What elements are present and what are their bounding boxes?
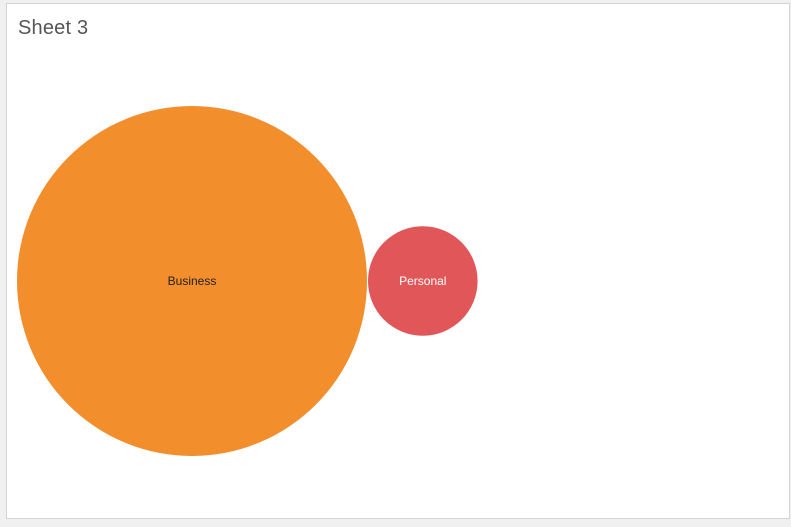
bubble-personal[interactable] xyxy=(368,226,478,336)
bubble-label-personal: Personal xyxy=(399,274,446,288)
sheet-title: Sheet 3 xyxy=(18,17,89,39)
bubble-label-business: Business xyxy=(168,274,217,288)
bubble-business[interactable] xyxy=(17,106,367,456)
worksheet: Sheet 3 Business Personal xyxy=(6,3,790,519)
bubble-chart: Business Personal xyxy=(17,106,478,456)
